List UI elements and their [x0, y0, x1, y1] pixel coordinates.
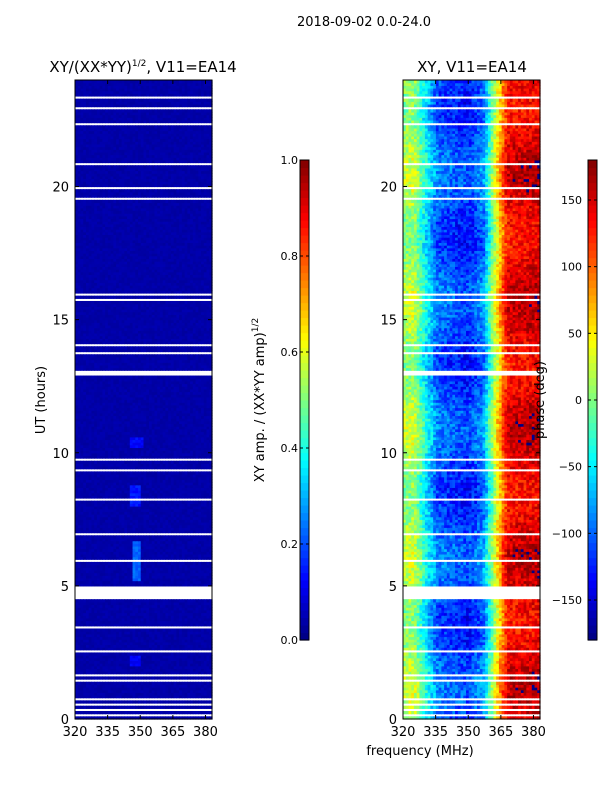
amplitude-heatmap	[75, 80, 213, 720]
amplitude-panel-title: XY/(XX*YY)1/2, V11=EA14	[49, 58, 236, 76]
amplitude-panel: XY/(XX*YY)1/2, V11=EA14 UT (hours) 320 33…	[34, 58, 237, 740]
figure: 2018-09-02 0.0-24.0 XY/(XX*YY)1/2, V11=E…	[0, 0, 600, 800]
figure-title: 2018-09-02 0.0-24.0	[297, 15, 431, 30]
